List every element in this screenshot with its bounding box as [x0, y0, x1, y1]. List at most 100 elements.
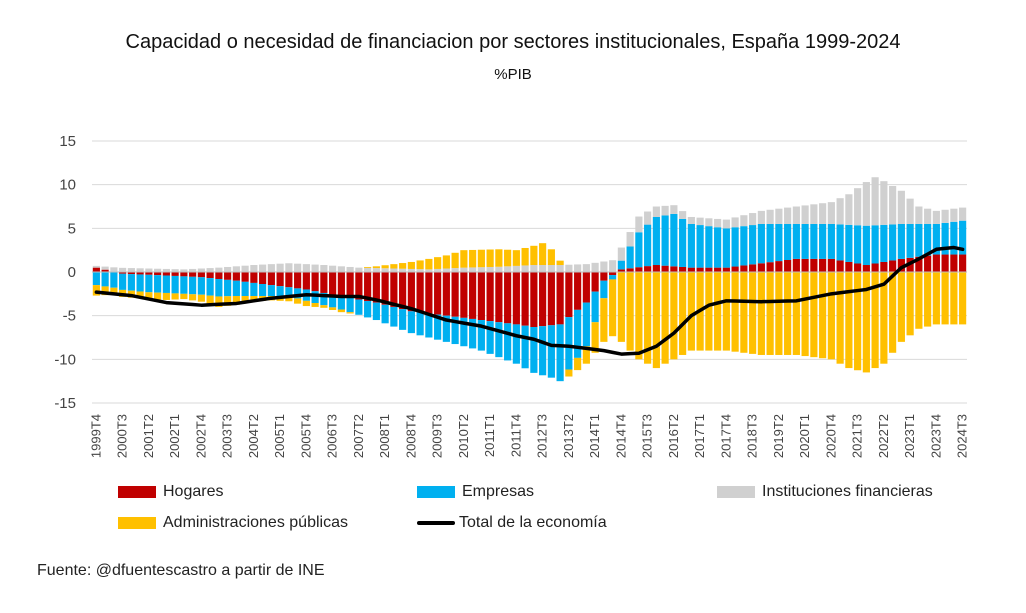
- bar-segment: [609, 279, 617, 337]
- bar-segment: [469, 249, 477, 268]
- bar-segment: [941, 209, 949, 223]
- bar-segment: [539, 243, 547, 266]
- bar-segment: [722, 219, 730, 229]
- bar-segment: [766, 223, 774, 263]
- bar-segment: [311, 272, 319, 292]
- bar-segment: [854, 263, 862, 272]
- bar-segment: [477, 267, 485, 272]
- bar-segment: [670, 266, 678, 272]
- bar-segment: [154, 272, 162, 276]
- bar-segment: [582, 272, 590, 303]
- y-tick-label: 0: [68, 264, 76, 281]
- bar-segment: [451, 316, 459, 345]
- bar-segment: [687, 267, 695, 272]
- bar-segment: [757, 210, 765, 224]
- bar-segment: [127, 272, 135, 275]
- bar-segment: [101, 286, 109, 296]
- bar-segment: [197, 272, 205, 278]
- bar-segment: [644, 272, 652, 364]
- bar-segment: [425, 272, 433, 314]
- legend-swatch-empresas: [417, 486, 455, 498]
- bar-segment: [145, 268, 153, 272]
- bar-segment: [180, 269, 188, 272]
- bar-segment: [110, 287, 118, 295]
- bar-segment: [372, 268, 380, 272]
- bar-segment: [845, 224, 853, 262]
- legend-swatch-administraciones: [118, 517, 156, 529]
- bar-segment: [766, 272, 774, 355]
- bar-segment: [154, 268, 162, 272]
- bar-segment: [696, 217, 704, 226]
- legend-item-empresas: Empresas: [417, 483, 534, 501]
- bar-segment: [521, 265, 529, 272]
- bar-segment: [364, 301, 372, 318]
- bar-segment: [250, 272, 258, 283]
- bar-segment: [591, 272, 599, 292]
- bar-segment: [276, 272, 284, 287]
- bar-segment: [775, 208, 783, 224]
- bar-segment: [924, 272, 932, 327]
- source-note: Fuente: @dfuentescastro a partir de INE: [37, 562, 325, 579]
- bar-segment: [136, 268, 144, 272]
- bar-segment: [880, 181, 888, 225]
- bar-segment: [661, 265, 669, 272]
- bar-segment: [206, 272, 214, 279]
- bar-segment: [364, 267, 372, 272]
- bar-segment: [276, 263, 284, 272]
- bar-segment: [250, 282, 258, 297]
- bar-segment: [530, 272, 538, 328]
- bar-segment: [530, 327, 538, 373]
- bar-segment: [329, 265, 337, 272]
- chart-subtitle: %PIB: [494, 66, 532, 83]
- bar-segment: [827, 272, 835, 360]
- bar-segment: [469, 272, 477, 319]
- bar-segment: [591, 291, 599, 323]
- bar-segment: [714, 227, 722, 268]
- bar-segment: [889, 272, 897, 353]
- bar-segment: [486, 266, 494, 272]
- bar-segment: [460, 250, 468, 268]
- bar-segment: [372, 266, 380, 269]
- bar-segment: [644, 211, 652, 225]
- bar-segment: [110, 272, 118, 288]
- bar-segment: [652, 265, 660, 272]
- bar-segment: [547, 265, 555, 272]
- x-tick-label: 2018T3: [745, 414, 760, 458]
- bar-segment: [950, 272, 958, 325]
- bar-segment: [267, 285, 275, 297]
- bar-segment: [862, 225, 870, 266]
- bar-segment: [749, 264, 757, 272]
- bar-segment: [784, 259, 792, 272]
- bar-segment: [924, 223, 932, 256]
- bar-segment: [451, 272, 459, 317]
- bar-segment: [932, 272, 940, 325]
- legend-line-total: [417, 521, 455, 525]
- bar-segment: [189, 276, 197, 295]
- bar-segment: [294, 263, 302, 272]
- stacked-bars: [92, 177, 967, 382]
- bar-segment: [460, 317, 468, 347]
- bar-segment: [801, 205, 809, 224]
- bar-segment: [101, 272, 109, 287]
- bar-segment: [477, 272, 485, 321]
- x-axis-ticks: 1999T4 2000T3 2001T2 2002T1 2002T4 2003T3 2004…: [88, 414, 969, 458]
- bar-segment: [189, 268, 197, 272]
- bar-segment: [889, 260, 897, 272]
- bar-segment: [609, 272, 617, 276]
- bar-segment: [154, 292, 162, 300]
- bar-segment: [346, 312, 354, 314]
- bar-segment: [582, 302, 590, 347]
- bar-segment: [442, 255, 450, 269]
- x-tick-label: 2002T1: [167, 414, 182, 458]
- bar-segment: [285, 287, 293, 297]
- bar-segment: [241, 296, 249, 304]
- bar-segment: [836, 224, 844, 261]
- bar-segment: [644, 266, 652, 272]
- bar-segment: [425, 313, 433, 338]
- bar-segment: [407, 311, 415, 334]
- x-tick-label: 2012T3: [535, 414, 550, 458]
- bar-segment: [941, 222, 949, 255]
- bar-segment: [442, 315, 450, 342]
- bar-segment: [477, 249, 485, 268]
- bar-segment: [180, 276, 188, 294]
